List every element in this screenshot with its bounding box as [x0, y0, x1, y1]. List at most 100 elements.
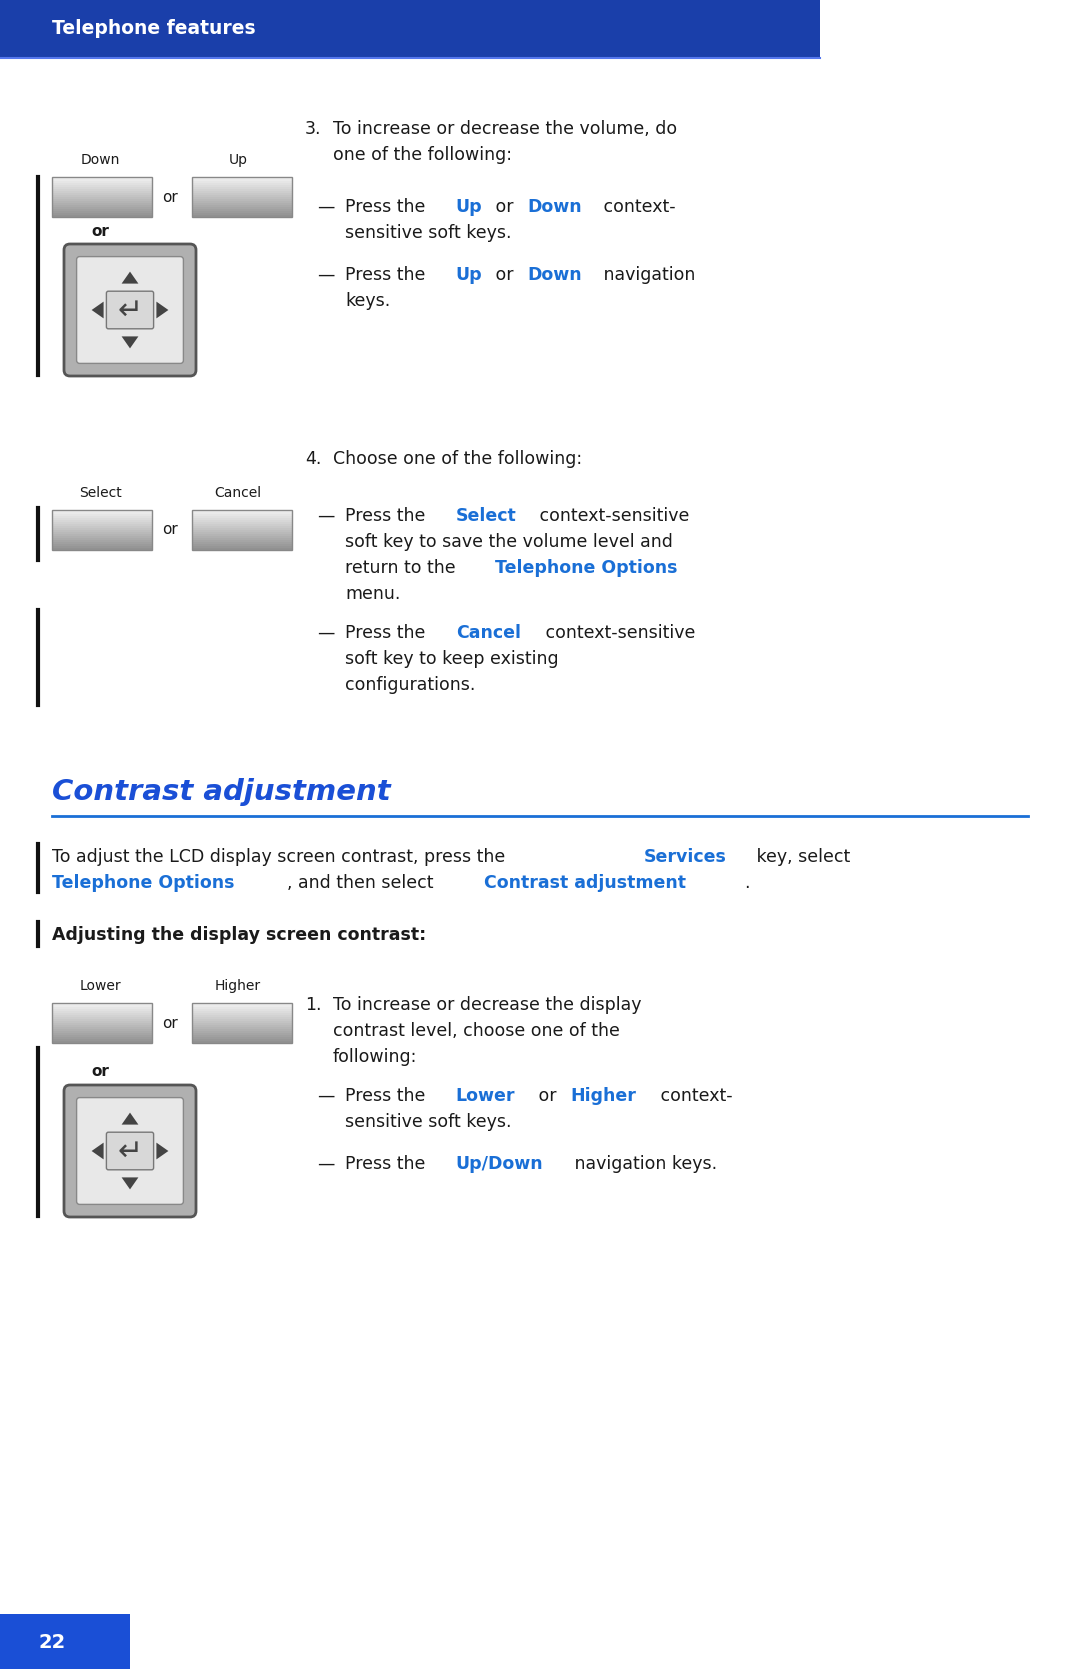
- Text: Telephone Options: Telephone Options: [495, 559, 677, 577]
- Bar: [52, 1025, 152, 1026]
- Text: Contrast adjustment: Contrast adjustment: [52, 778, 391, 806]
- Text: or: or: [162, 190, 178, 205]
- Bar: [52, 514, 152, 516]
- Bar: [192, 187, 292, 189]
- Bar: [192, 511, 292, 551]
- Bar: [52, 541, 152, 542]
- Bar: [52, 1035, 152, 1036]
- Text: menu.: menu.: [345, 586, 401, 603]
- Text: ↵: ↵: [118, 295, 143, 324]
- Bar: [192, 1011, 292, 1013]
- Bar: [192, 177, 292, 217]
- Text: Down: Down: [528, 265, 582, 284]
- Bar: [52, 546, 152, 547]
- Text: context-: context-: [654, 1087, 732, 1105]
- Bar: [52, 526, 152, 527]
- Bar: [52, 195, 152, 197]
- Text: Select: Select: [79, 486, 121, 501]
- FancyBboxPatch shape: [77, 1098, 184, 1205]
- Text: 4.: 4.: [305, 451, 322, 467]
- Text: configurations.: configurations.: [345, 676, 475, 694]
- Text: Choose one of the following:: Choose one of the following:: [333, 451, 582, 467]
- Bar: [192, 1040, 292, 1041]
- Bar: [52, 527, 152, 531]
- Bar: [192, 185, 292, 187]
- Bar: [52, 516, 152, 517]
- Bar: [192, 544, 292, 546]
- Text: Lower: Lower: [456, 1087, 515, 1105]
- FancyBboxPatch shape: [64, 1085, 195, 1217]
- Text: Cancel: Cancel: [456, 624, 521, 643]
- Bar: [192, 534, 292, 536]
- Bar: [52, 200, 152, 204]
- Text: keys.: keys.: [345, 292, 390, 310]
- Bar: [192, 184, 292, 185]
- Bar: [52, 544, 152, 546]
- Text: 22: 22: [39, 1632, 66, 1652]
- Bar: [52, 517, 152, 521]
- Bar: [192, 514, 292, 516]
- Text: Contrast adjustment: Contrast adjustment: [484, 875, 686, 891]
- Bar: [52, 1003, 152, 1005]
- Bar: [192, 522, 292, 524]
- FancyBboxPatch shape: [77, 257, 184, 364]
- Bar: [192, 536, 292, 537]
- Text: Press the: Press the: [345, 199, 431, 215]
- Bar: [52, 184, 152, 185]
- Polygon shape: [122, 272, 138, 284]
- Bar: [192, 179, 292, 180]
- Text: Services: Services: [644, 848, 727, 866]
- Bar: [52, 185, 152, 187]
- Text: sensitive soft keys.: sensitive soft keys.: [345, 1113, 512, 1132]
- Bar: [192, 190, 292, 194]
- Text: Select: Select: [456, 507, 516, 526]
- Text: or: or: [91, 225, 109, 239]
- Bar: [52, 204, 152, 205]
- Bar: [52, 511, 152, 551]
- Bar: [52, 177, 152, 179]
- Text: following:: following:: [333, 1048, 417, 1066]
- Bar: [192, 532, 292, 534]
- Text: or: or: [162, 522, 178, 537]
- Text: 1.: 1.: [305, 996, 322, 1015]
- Bar: [192, 1023, 292, 1025]
- Bar: [52, 534, 152, 536]
- FancyBboxPatch shape: [64, 244, 195, 376]
- Bar: [192, 1036, 292, 1040]
- Bar: [52, 547, 152, 551]
- Text: —: —: [318, 199, 335, 215]
- Text: To increase or decrease the volume, do: To increase or decrease the volume, do: [333, 120, 677, 139]
- FancyBboxPatch shape: [107, 290, 153, 329]
- Text: navigation: navigation: [598, 265, 696, 284]
- Bar: [192, 1015, 292, 1016]
- Text: Up: Up: [456, 265, 483, 284]
- Text: or: or: [162, 1015, 178, 1030]
- Bar: [52, 531, 152, 532]
- Text: Telephone Options: Telephone Options: [52, 875, 234, 891]
- Text: Adjusting the display screen contrast:: Adjusting the display screen contrast:: [52, 926, 427, 945]
- Text: —: —: [318, 1155, 335, 1173]
- Bar: [52, 1041, 152, 1043]
- Bar: [52, 199, 152, 200]
- Bar: [52, 511, 152, 512]
- Text: 3.: 3.: [305, 120, 322, 139]
- Bar: [52, 190, 152, 194]
- Text: Lower: Lower: [79, 980, 121, 993]
- Text: or: or: [490, 265, 519, 284]
- Text: Press the: Press the: [345, 265, 431, 284]
- Bar: [192, 199, 292, 200]
- Bar: [192, 541, 292, 542]
- Bar: [52, 542, 152, 544]
- Bar: [192, 524, 292, 526]
- Text: —: —: [318, 507, 335, 526]
- Bar: [52, 1003, 152, 1043]
- Text: context-sensitive: context-sensitive: [535, 507, 689, 526]
- Bar: [192, 200, 292, 204]
- Text: context-: context-: [598, 199, 676, 215]
- Text: return to the: return to the: [345, 559, 461, 577]
- Bar: [192, 194, 292, 195]
- Text: or: or: [91, 1063, 109, 1078]
- Bar: [192, 180, 292, 184]
- Bar: [0, 0, 820, 58]
- Bar: [192, 1006, 292, 1010]
